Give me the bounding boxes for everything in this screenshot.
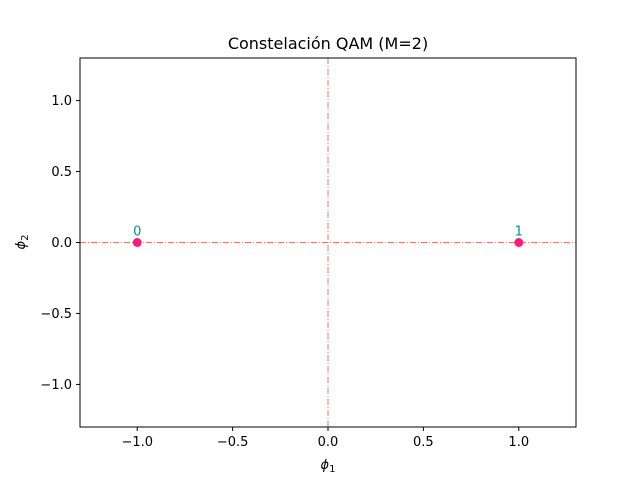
y-tick-label: 0.0 — [51, 236, 72, 251]
point-label-0: 0 — [133, 225, 141, 240]
x-axis-ticks: −1.0 −0.5 0.0 0.5 1.0 — [121, 427, 529, 450]
x-axis-label: ϕ1 — [321, 458, 336, 475]
x-tick-label: −1.0 — [121, 435, 153, 450]
data-points — [132, 238, 524, 247]
data-point-1 — [514, 238, 524, 247]
x-tick-label: −0.5 — [217, 435, 249, 450]
y-tick-label: −0.5 — [40, 307, 72, 322]
y-axis-label: ϕ2 — [14, 235, 31, 250]
x-axis-label-base: ϕ — [321, 458, 330, 473]
x-tick-label: 0.5 — [413, 435, 434, 450]
x-tick-label: 1.0 — [508, 435, 529, 450]
x-axis-label-sub: 1 — [329, 464, 335, 475]
y-tick-label: 0.5 — [51, 165, 72, 180]
point-label-1: 1 — [515, 225, 523, 240]
chart-title: Constelación QAM (M=2) — [228, 34, 428, 53]
y-tick-label: 1.0 — [51, 94, 72, 109]
x-tick-label: 0.0 — [318, 435, 339, 450]
data-point-0 — [132, 238, 142, 247]
y-tick-label: −1.0 — [40, 378, 72, 393]
y-axis-label-base: ϕ — [14, 240, 29, 249]
y-axis-label-sub: 2 — [20, 235, 31, 241]
y-axis-ticks: −1.0 −0.5 0.0 0.5 1.0 — [40, 94, 80, 393]
reference-lines — [80, 58, 576, 427]
